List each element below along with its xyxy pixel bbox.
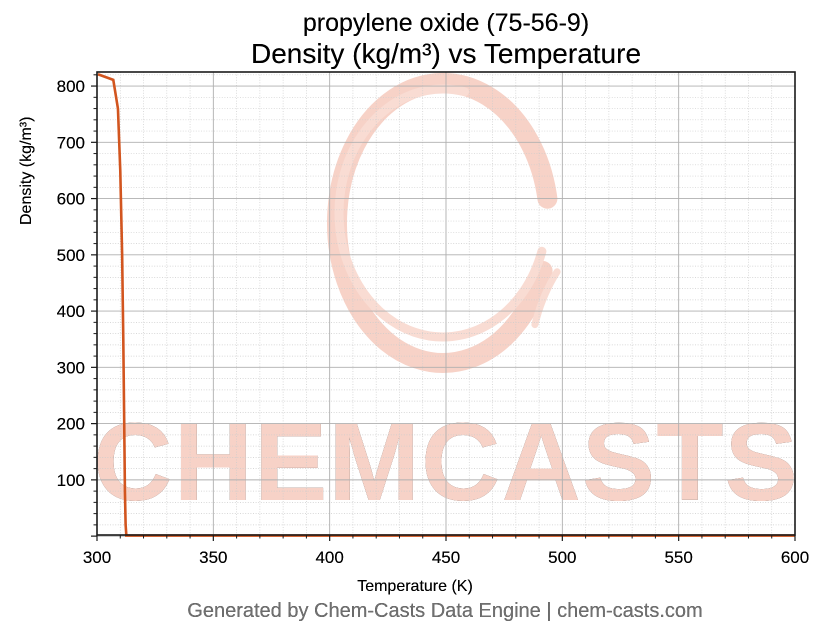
svg-text:450: 450	[432, 548, 460, 567]
svg-text:300: 300	[83, 548, 111, 567]
svg-text:800: 800	[57, 77, 85, 96]
svg-text:350: 350	[199, 548, 227, 567]
svg-text:100: 100	[57, 471, 85, 490]
svg-text:600: 600	[57, 190, 85, 209]
svg-text:300: 300	[57, 358, 85, 377]
svg-text:200: 200	[57, 415, 85, 434]
svg-text:400: 400	[315, 548, 343, 567]
svg-text:550: 550	[664, 548, 692, 567]
svg-text:600: 600	[781, 548, 809, 567]
svg-text:400: 400	[57, 302, 85, 321]
svg-text:500: 500	[548, 548, 576, 567]
svg-text:500: 500	[57, 246, 85, 265]
svg-text:700: 700	[57, 133, 85, 152]
